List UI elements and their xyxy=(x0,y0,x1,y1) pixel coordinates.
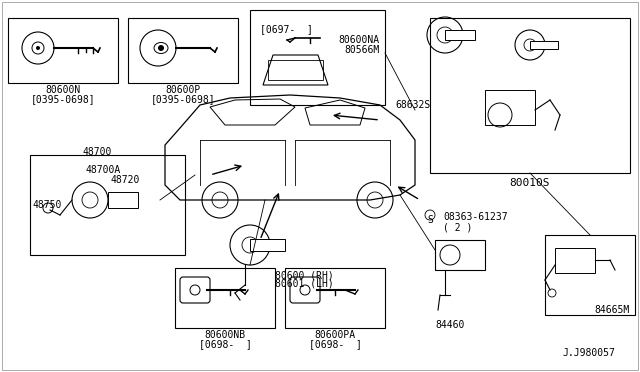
Text: 48720: 48720 xyxy=(110,175,140,185)
Bar xyxy=(128,18,238,83)
Bar xyxy=(268,60,323,80)
Bar xyxy=(285,268,385,328)
Text: [0395-0698]: [0395-0698] xyxy=(150,94,215,104)
Text: 08363-61237: 08363-61237 xyxy=(443,212,508,222)
Bar xyxy=(430,18,630,173)
Bar xyxy=(530,41,558,49)
Text: 80566M: 80566M xyxy=(345,45,380,55)
Text: 80600P: 80600P xyxy=(165,85,200,95)
Text: [0698-  ]: [0698- ] xyxy=(198,339,252,349)
Text: 80601 (LH): 80601 (LH) xyxy=(275,279,333,289)
Text: 80600PA: 80600PA xyxy=(314,330,356,340)
Bar xyxy=(545,235,635,315)
Text: S: S xyxy=(427,215,433,225)
Text: 48750: 48750 xyxy=(32,200,61,210)
Text: 80600N: 80600N xyxy=(45,85,81,95)
Text: 48700A: 48700A xyxy=(85,165,120,175)
Bar xyxy=(445,30,475,40)
Bar xyxy=(175,268,275,328)
Text: 84460: 84460 xyxy=(435,320,465,330)
Bar xyxy=(250,10,385,105)
Text: 48700: 48700 xyxy=(83,147,112,157)
Circle shape xyxy=(36,46,40,50)
Text: [0395-0698]: [0395-0698] xyxy=(31,94,95,104)
Bar xyxy=(250,239,285,251)
Text: 80010S: 80010S xyxy=(509,178,550,188)
Bar xyxy=(8,18,118,83)
Bar xyxy=(108,192,138,208)
Bar xyxy=(30,155,185,255)
Bar xyxy=(485,90,535,125)
Text: [0698-  ]: [0698- ] xyxy=(308,339,362,349)
Bar xyxy=(555,248,595,273)
Text: [0697-  ]: [0697- ] xyxy=(260,24,313,34)
FancyBboxPatch shape xyxy=(180,277,210,303)
FancyBboxPatch shape xyxy=(290,277,320,303)
Text: 80600NB: 80600NB xyxy=(204,330,246,340)
Text: 80600NA: 80600NA xyxy=(339,35,380,45)
Circle shape xyxy=(158,45,164,51)
Text: 80600 (RH): 80600 (RH) xyxy=(275,270,333,280)
Text: ( 2 ): ( 2 ) xyxy=(443,222,472,232)
Bar xyxy=(435,240,485,270)
Text: J.J980057: J.J980057 xyxy=(562,348,615,358)
Text: 84665M: 84665M xyxy=(595,305,630,315)
Text: 68632S: 68632S xyxy=(395,100,430,110)
